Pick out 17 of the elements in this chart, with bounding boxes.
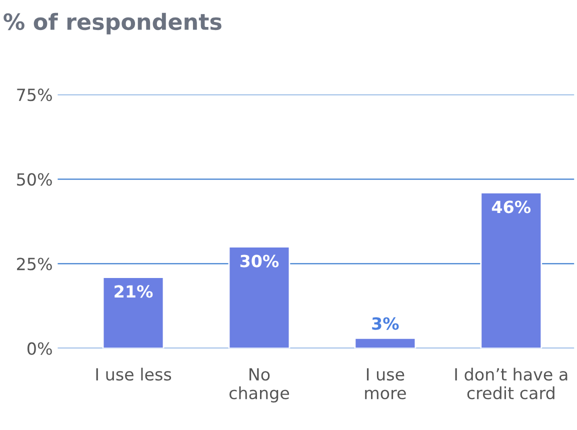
x-tick-label: I don’t have a credit card	[455, 368, 568, 400]
bar	[102, 276, 164, 348]
y-tick-label: 50%	[17, 173, 52, 186]
data-label: 46%	[492, 200, 531, 214]
y-tick-label: 0%	[28, 342, 52, 355]
x-tick-label: No change	[229, 368, 290, 403]
data-label: 21%	[114, 285, 153, 298]
data-label: 3%	[372, 317, 399, 330]
data-label: 30%	[240, 254, 279, 268]
bar	[228, 246, 290, 348]
bar	[480, 192, 542, 348]
y-tick-label: 75%	[17, 88, 52, 102]
y-tick-label: 25%	[17, 258, 52, 270]
x-tick-label: I use less	[96, 368, 172, 381]
bar	[354, 337, 416, 348]
x-tick-label: I use more	[365, 368, 406, 400]
chart-title: % of respondents	[4, 12, 222, 34]
